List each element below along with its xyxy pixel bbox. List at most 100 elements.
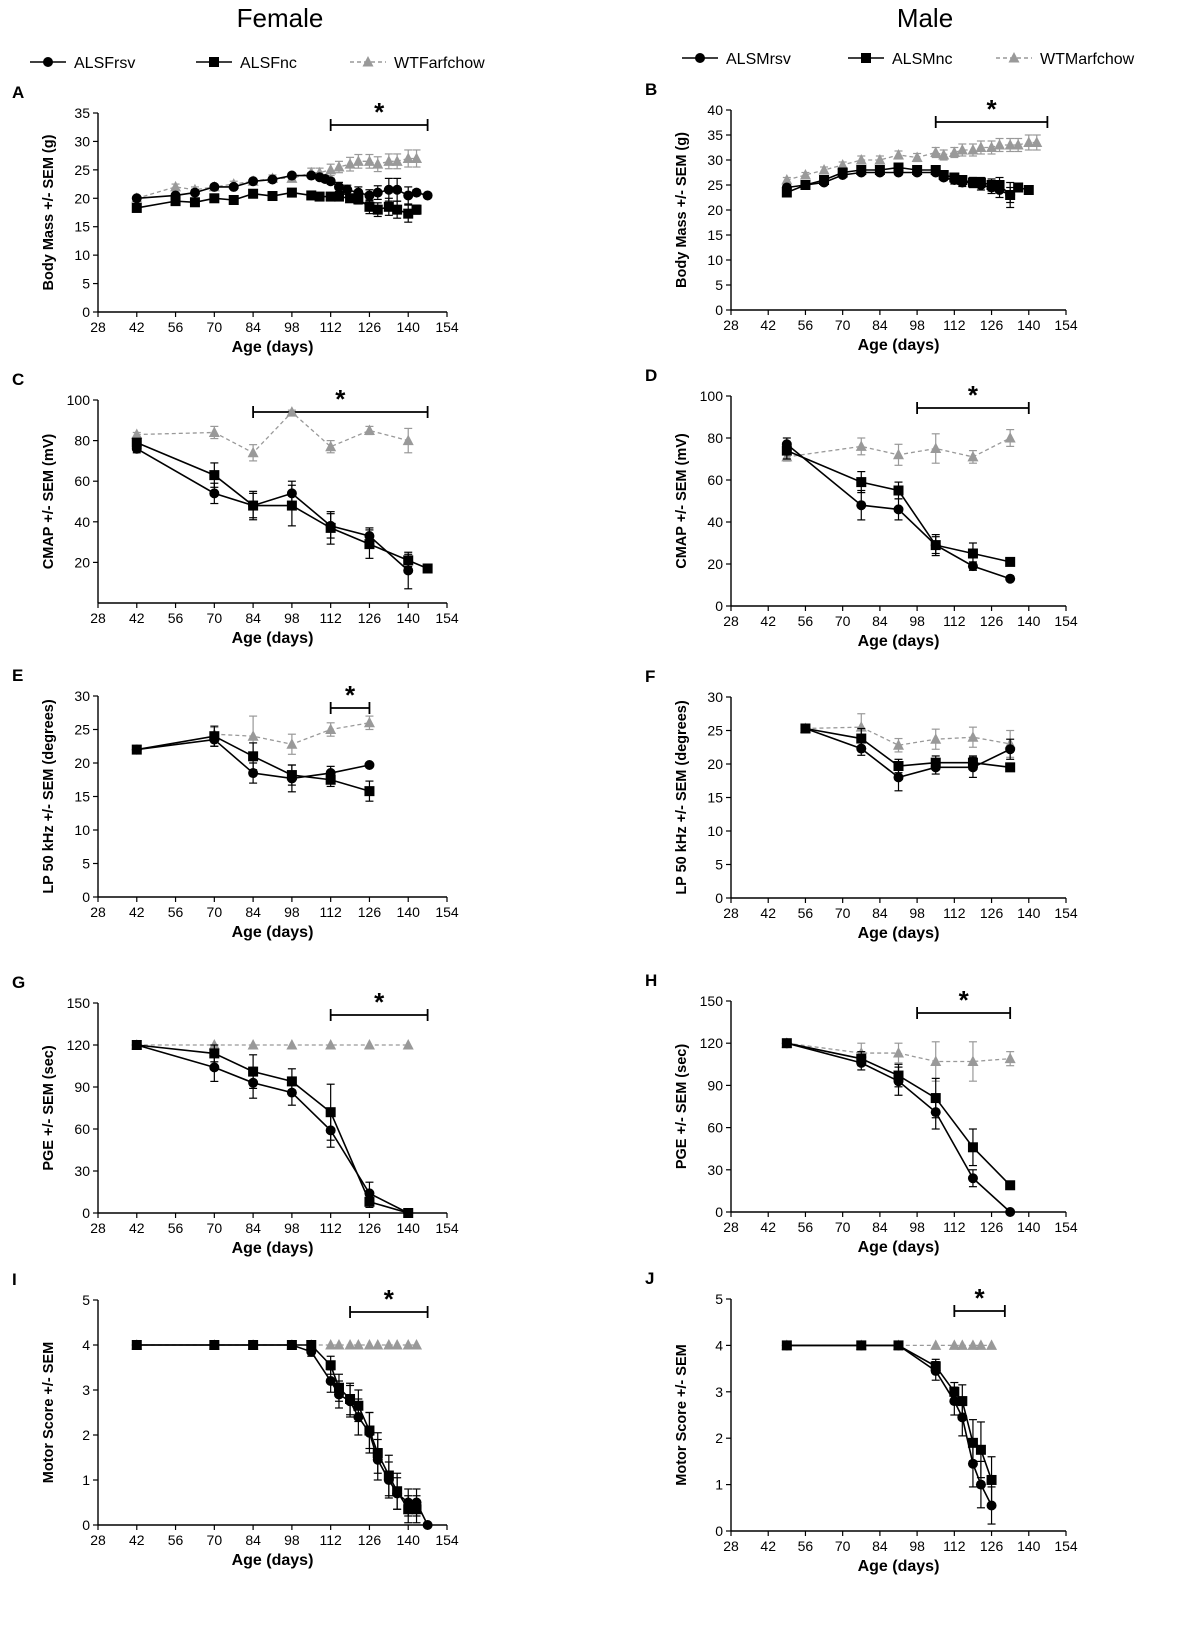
data-point [344,1339,356,1350]
x-tick-label: 140 [1017,1219,1041,1235]
significance-bracket: * [953,1283,1006,1317]
x-tick-label: 56 [168,904,184,920]
panel-label: I [12,1270,17,1289]
x-tick-label: 98 [284,1532,300,1548]
x-axis-label: Age (days) [232,1552,314,1569]
data-point [247,730,259,741]
x-tick-label: 112 [943,613,966,629]
series-alsfnc [131,725,375,802]
series-line [805,727,1011,779]
x-tick-label: 28 [723,317,739,333]
x-tick-label: 112 [320,1532,343,1548]
data-point [781,174,793,185]
data-point [975,141,987,152]
data-point [967,548,978,559]
x-tick-label: 126 [358,1532,382,1548]
legend-label: WTMarfchow [1040,51,1135,68]
legend-label: ALSFrsv [74,55,135,72]
data-point [314,191,325,202]
data-point [170,196,181,207]
y-tick-label: 15 [74,219,90,235]
x-tick-label: 84 [872,1538,888,1554]
x-tick-label: 28 [90,610,106,626]
x-tick-label: 98 [909,905,925,921]
y-tick-label: 1 [82,1472,90,1488]
y-tick-label: 120 [67,1037,91,1053]
x-tick-label: 126 [980,905,1004,921]
y-tick-label: 100 [700,388,724,404]
series-alsfnc [131,437,433,574]
data-point [402,1339,414,1350]
panel-g: G 28 42 56 70 84 98 112 126 140 154 0 30 60 90 120 150 Ag… [12,973,459,1257]
panel-d: D 28 42 56 70 84 98 112 126 140 154 0 20 40 60 80 100 Age… [645,366,1078,650]
data-point [912,165,923,175]
x-tick-label: 56 [168,1532,184,1548]
y-tick-label: 0 [82,1205,90,1221]
series-line [136,1344,417,1511]
x-tick-label: 28 [723,1219,739,1235]
series-alsmnc [781,162,1034,209]
y-tick-label: 5 [715,277,723,293]
series-wtmarfchow [781,429,1016,466]
x-tick-label: 126 [358,904,382,920]
data-point [1005,744,1016,755]
data-point [352,155,364,166]
x-tick-label: 56 [798,1219,814,1235]
significance-bracket: * [329,97,429,131]
data-point [209,488,220,499]
x-tick-label: 140 [397,319,421,335]
x-tick-label: 70 [835,317,851,333]
x-tick-label: 154 [435,1532,459,1548]
data-point [930,1055,942,1066]
x-tick-label: 70 [207,904,223,920]
series-alsfrsv [131,443,414,590]
x-tick-label: 98 [284,610,300,626]
data-point [131,1340,142,1350]
y-tick-label: 30 [707,152,723,168]
y-tick-label: 2 [715,1430,723,1446]
x-tick-label: 28 [90,1220,106,1236]
series-line [136,157,417,199]
x-tick-label: 70 [207,1532,223,1548]
data-point [364,201,375,212]
data-point [781,1340,792,1351]
x-axis-label: Age (days) [858,1558,940,1575]
x-tick-label: 126 [980,1219,1004,1235]
data-point [956,144,968,155]
legend-marker-triangle [362,56,374,67]
series-line [786,449,1011,563]
data-point [819,175,830,185]
x-tick-label: 140 [1017,1538,1041,1554]
y-tick-label: 30 [74,133,90,149]
data-point [131,1040,142,1050]
data-point [856,500,867,511]
y-tick-label: 25 [707,177,723,193]
data-point [1004,1052,1016,1064]
series-wtfarfchow [208,715,375,757]
series-line [786,443,1011,580]
y-tick-label: 20 [707,756,723,772]
y-axis-label: PGE +/- SEM (sec) [41,1045,57,1170]
data-point [403,555,414,566]
data-point [333,191,344,202]
data-point [345,193,356,204]
y-tick-label: 80 [74,433,90,449]
data-point [403,1504,414,1515]
data-point [209,193,220,204]
panel-label: E [12,666,23,685]
data-point [391,1339,403,1350]
y-axis-label: Body Mass +/- SEM (g) [41,134,57,290]
data-point [930,165,941,175]
data-point [267,191,278,202]
series-alsmnc [800,723,1016,774]
legend-label: ALSMrsv [726,51,791,68]
data-point [893,772,904,783]
data-point [286,738,298,749]
column-title-male: Male [897,3,953,33]
data-point [363,1339,375,1350]
data-point [967,450,979,462]
x-tick-label: 126 [358,319,382,335]
y-tick-label: 0 [82,304,90,320]
data-point [1005,1207,1016,1217]
data-point [837,159,849,170]
